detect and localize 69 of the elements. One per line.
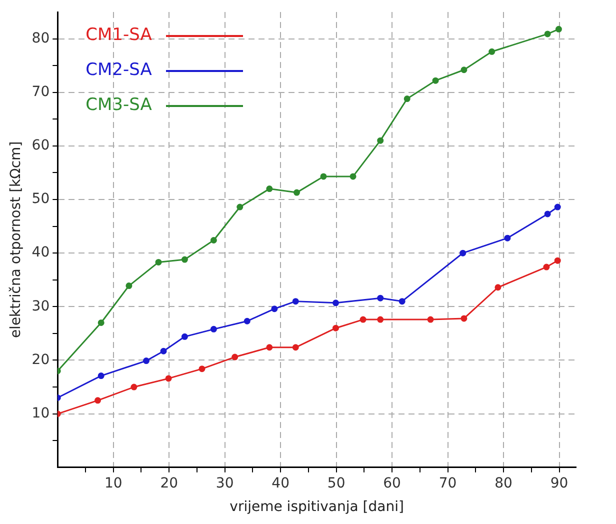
y-tick-label: 80 (32, 30, 50, 46)
point (460, 66, 468, 74)
point (94, 397, 101, 404)
point (320, 173, 327, 180)
point (332, 324, 340, 332)
y-tick-label: 20 (32, 352, 50, 368)
x-axis-title: vrijeme ispitivanja [dani] (230, 499, 404, 516)
point (544, 30, 551, 38)
point (554, 204, 561, 210)
point (544, 210, 551, 218)
point (126, 282, 132, 290)
point (165, 375, 172, 382)
point (555, 26, 562, 32)
point (377, 137, 384, 144)
x-tick-label: 20 (160, 475, 178, 492)
point (98, 319, 104, 326)
point (236, 204, 244, 210)
point (494, 284, 502, 291)
point (332, 300, 340, 306)
point (181, 256, 188, 263)
point (488, 48, 496, 55)
point (210, 236, 217, 244)
point (266, 186, 273, 192)
point (360, 316, 366, 323)
y-tick-label: 10 (32, 405, 50, 422)
point (404, 96, 410, 102)
point (244, 318, 250, 324)
point (210, 326, 217, 332)
point (160, 348, 167, 354)
legend-label: CM1-SA (86, 24, 152, 47)
x-tick-label: 60 (383, 475, 401, 492)
point (460, 315, 468, 322)
point (377, 294, 384, 302)
point (292, 344, 299, 351)
point (554, 257, 561, 264)
point (427, 316, 434, 323)
x-tick-label: 70 (438, 475, 457, 492)
point (198, 366, 206, 372)
point (181, 333, 188, 340)
point (460, 250, 466, 256)
x-tick-label: 80 (494, 475, 512, 492)
point (98, 372, 104, 380)
point (504, 234, 511, 242)
point (142, 358, 150, 364)
x-tick-label: 10 (104, 475, 122, 492)
point (232, 354, 238, 360)
point (543, 264, 550, 270)
point (377, 316, 384, 323)
point (292, 298, 299, 305)
y-axis-title: električna otpornost [kΩcm] (8, 141, 24, 338)
y-tick-label: 30 (32, 298, 50, 314)
x-tick-label: 50 (327, 475, 346, 492)
legend-label: CM2-SA (86, 59, 152, 82)
point (266, 344, 273, 351)
point (398, 298, 406, 305)
y-tick-label: 40 (32, 244, 50, 261)
point (350, 173, 356, 180)
point (293, 189, 300, 196)
x-tick-label: 30 (216, 475, 234, 492)
x-tick-label: 40 (272, 475, 290, 492)
y-tick-label: 60 (32, 138, 50, 154)
y-tick-label: 50 (32, 191, 50, 208)
x-tick-label: 90 (550, 475, 568, 492)
y-tick-label: 70 (32, 84, 50, 100)
point (432, 77, 439, 84)
point (155, 258, 162, 266)
point (271, 306, 278, 312)
legend-label: CM3-SA (86, 94, 152, 117)
point (130, 384, 138, 390)
